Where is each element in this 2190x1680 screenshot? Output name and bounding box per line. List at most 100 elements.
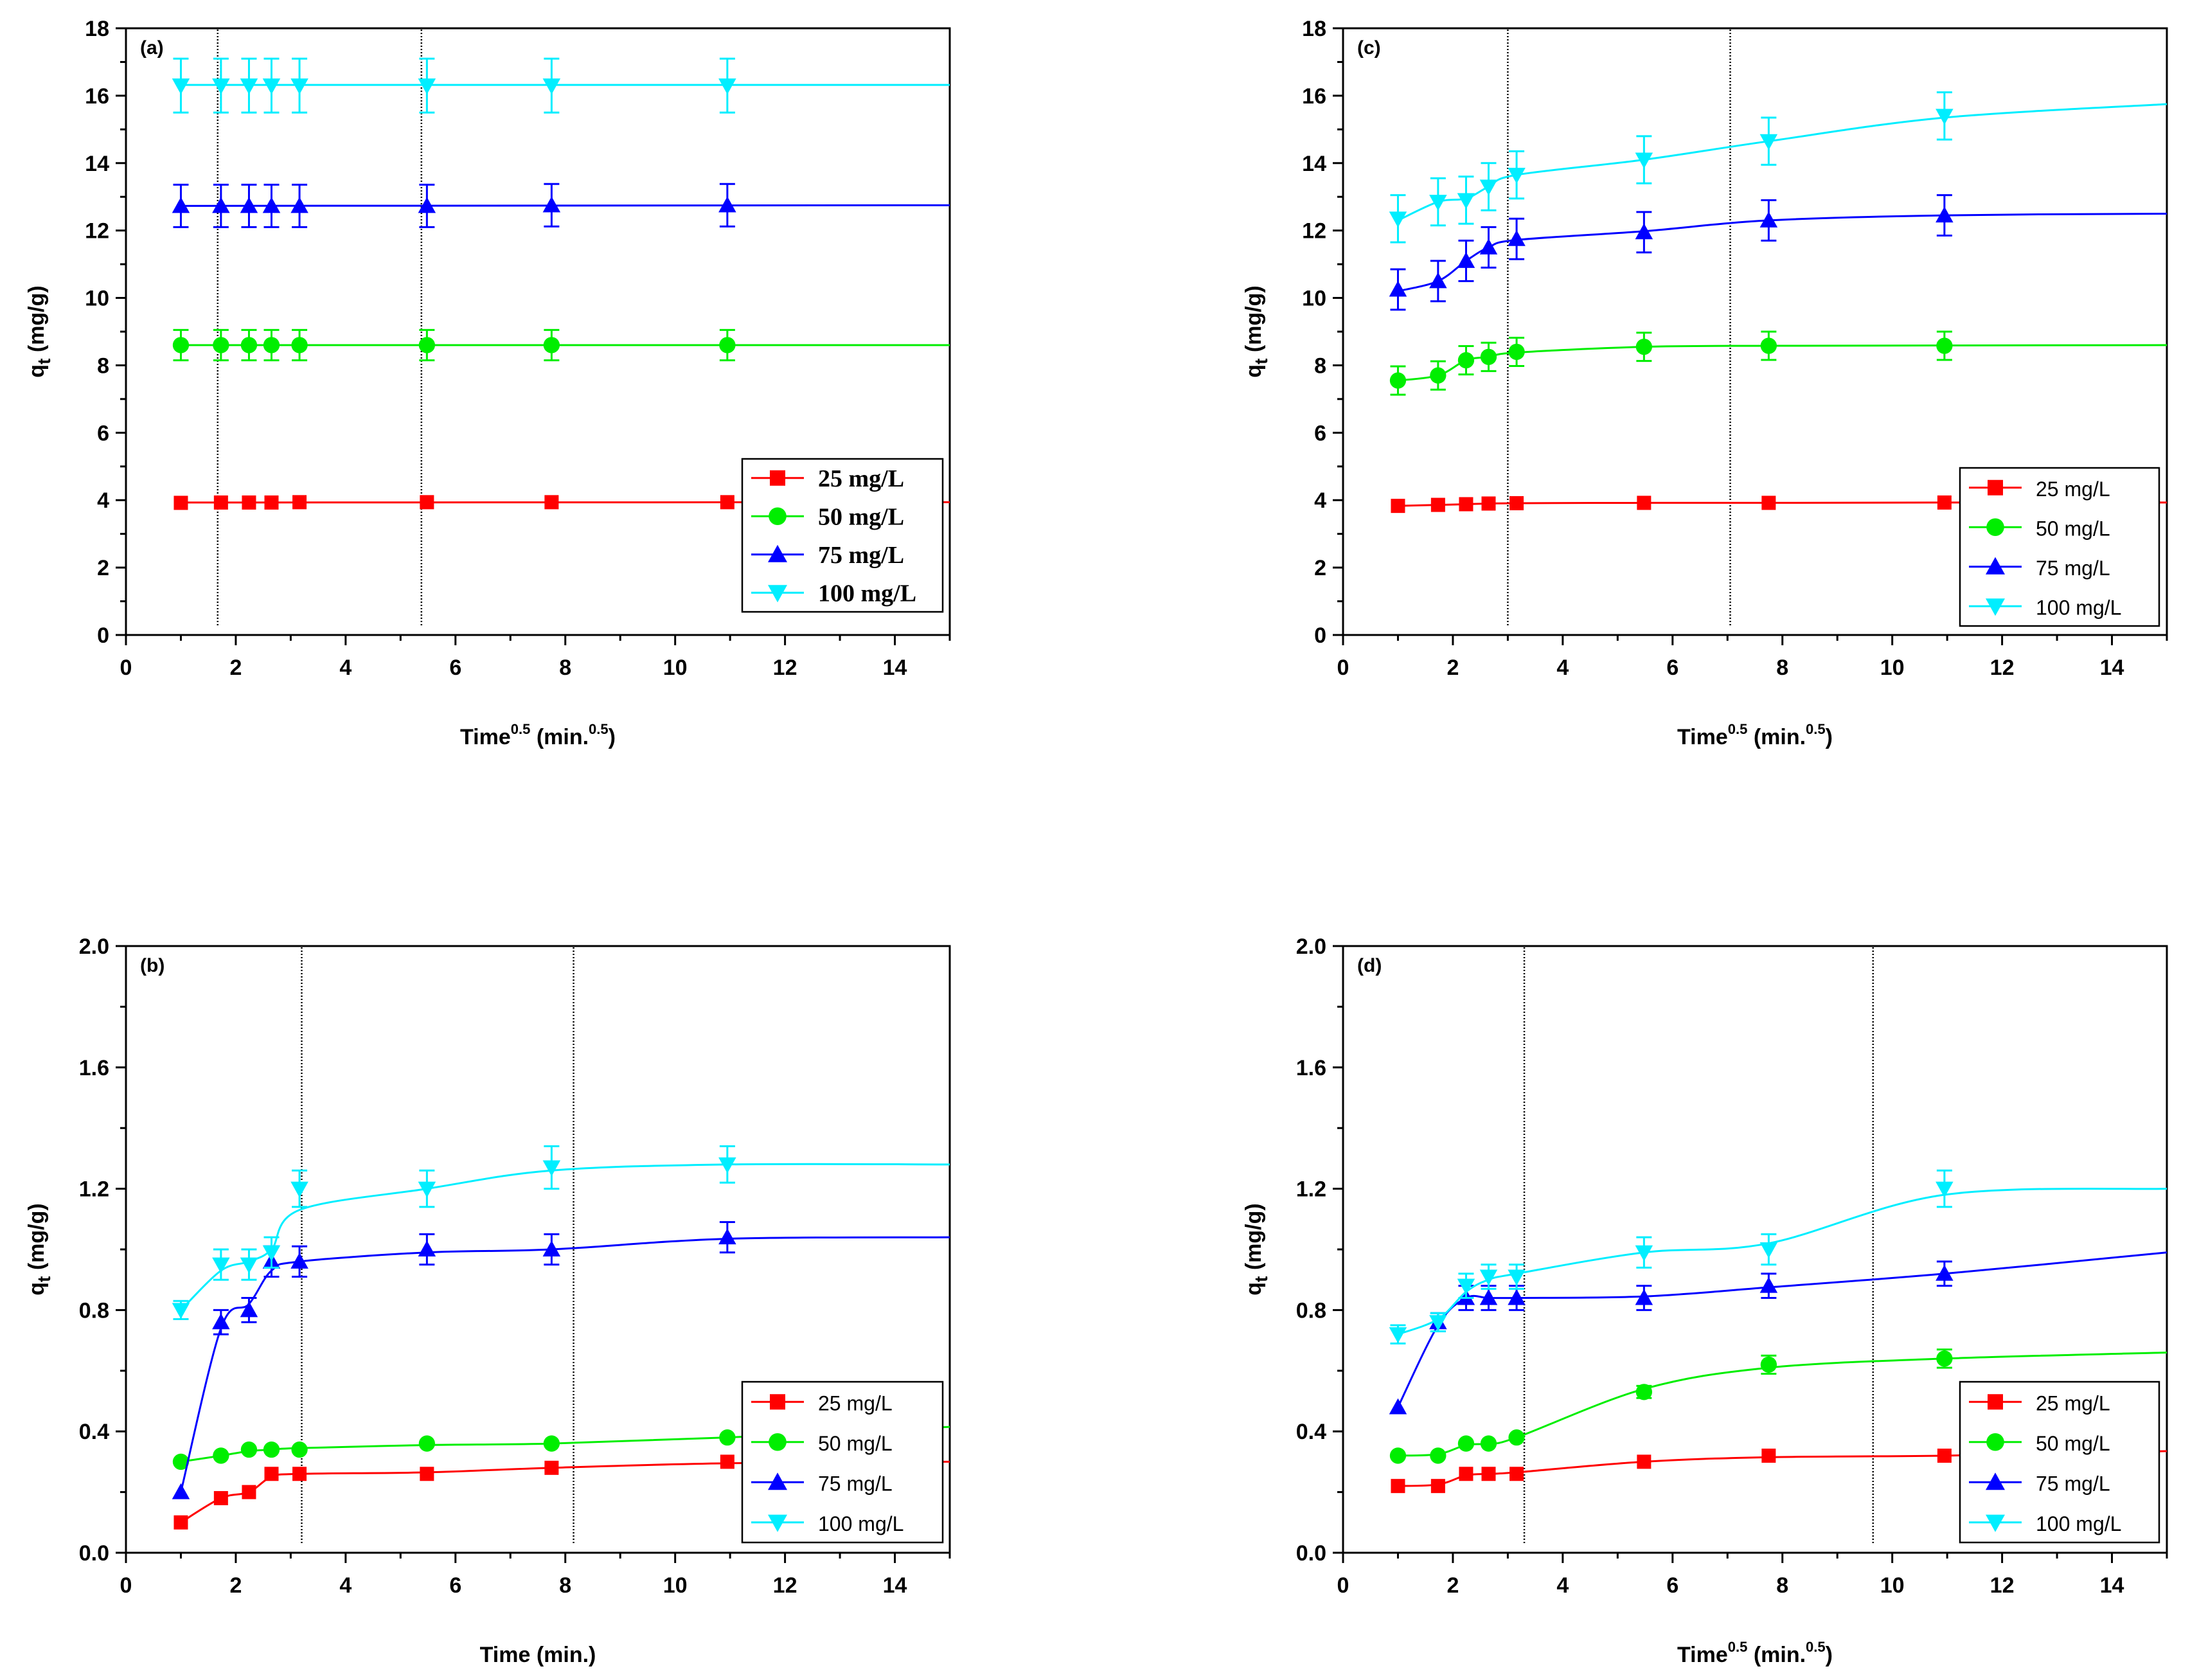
y-tick-label: 0: [1314, 623, 1326, 648]
data-point: [1459, 1467, 1473, 1481]
data-point: [1429, 1315, 1447, 1332]
data-point: [543, 1435, 560, 1452]
legend: 25 mg/L 50 mg/L 75 mg/L 100 mg/L: [741, 458, 944, 613]
series-75-mg-L: [1389, 194, 2168, 311]
data-point: [1389, 1327, 1407, 1343]
y-axis-title: qt (mg/g): [24, 1203, 54, 1295]
x-tick-label: 4: [339, 1573, 352, 1598]
legend-label: 75 mg/L: [2036, 1472, 2110, 1495]
x-tick-label: 8: [559, 656, 571, 680]
data-point: [1457, 193, 1475, 210]
data-point: [1637, 1454, 1651, 1469]
legend: 25 mg/L 50 mg/L 75 mg/L 100 mg/L: [1959, 467, 2160, 627]
panel-label: (d): [1357, 955, 1382, 976]
data-point: [719, 1429, 736, 1446]
x-tick-label: 2: [1447, 656, 1459, 680]
data-point: [1389, 1447, 1407, 1464]
series-100-mg-L: [1389, 91, 2168, 244]
y-tick-label: 14: [1302, 152, 1326, 176]
data-point: [172, 1483, 190, 1499]
y-tick-label: 1.2: [1296, 1177, 1326, 1202]
y-tick-label: 0.4: [79, 1420, 109, 1444]
series-100-mg-L: [172, 57, 950, 114]
y-tick-label: 12: [85, 219, 109, 244]
series-25-mg-L: [174, 1454, 950, 1530]
data-point: [1635, 152, 1653, 169]
data-point: [1936, 1181, 1954, 1198]
legend-marker: [768, 585, 787, 603]
data-point: [240, 1257, 258, 1274]
data-point: [418, 337, 436, 353]
data-point: [1936, 337, 1953, 354]
data-point: [1937, 1448, 1952, 1463]
legend-label: 75 mg/L: [2036, 557, 2110, 580]
legend-label: 75 mg/L: [818, 1472, 893, 1495]
data-point: [1759, 1242, 1778, 1258]
data-point: [174, 496, 188, 510]
data-point: [1761, 1448, 1776, 1463]
data-point: [172, 1303, 190, 1319]
series-50-mg-L: [172, 328, 950, 362]
y-axis-title: qt (mg/g): [24, 285, 54, 377]
fit-curve: [1398, 212, 2168, 292]
y-tick-label: 0.4: [1296, 1420, 1326, 1444]
y-tick-label: 2.0: [79, 934, 109, 959]
data-point: [1760, 337, 1777, 354]
y-tick-label: 0.8: [1296, 1298, 1326, 1323]
data-point: [1761, 496, 1776, 510]
series-100-mg-L: [172, 1145, 950, 1321]
legend-marker: [1986, 1514, 2005, 1532]
data-point: [1508, 168, 1526, 184]
panel-label: (a): [140, 37, 164, 58]
data-point: [213, 337, 229, 353]
data-point: [1430, 1447, 1447, 1464]
data-point: [1635, 1289, 1653, 1305]
data-point: [1430, 367, 1447, 384]
data-point: [544, 495, 559, 510]
data-point: [1479, 1289, 1498, 1305]
data-point: [1508, 230, 1526, 246]
data-point: [1429, 272, 1447, 289]
data-point: [1635, 223, 1653, 240]
data-point: [263, 337, 280, 353]
data-point: [292, 1467, 307, 1481]
x-tick-label: 0: [1337, 656, 1349, 680]
data-point: [1429, 195, 1447, 211]
data-point: [542, 1240, 561, 1256]
data-point: [291, 1441, 308, 1458]
legend-label: 100 mg/L: [818, 580, 916, 607]
data-point: [1635, 1384, 1653, 1400]
data-point: [1509, 1467, 1524, 1481]
y-tick-label: 6: [1314, 421, 1326, 445]
x-tick-label: 14: [2100, 656, 2124, 680]
data-point: [1936, 109, 1954, 125]
x-tick-label: 12: [773, 656, 797, 680]
data-point: [1457, 1435, 1475, 1452]
series-100-mg-L: [1389, 1169, 2168, 1345]
y-tick-label: 14: [85, 152, 109, 176]
legend-marker: [1986, 1433, 2004, 1451]
legend: 25 mg/L 50 mg/L 75 mg/L 100 mg/L: [741, 1381, 944, 1544]
data-point: [174, 1515, 188, 1530]
y-tick-label: 0.0: [1296, 1541, 1326, 1566]
data-point: [418, 197, 436, 213]
y-tick-label: 18: [1302, 17, 1326, 41]
x-tick-label: 4: [1556, 656, 1569, 680]
series-50-mg-L: [1389, 330, 2168, 396]
y-tick-label: 16: [1302, 84, 1326, 109]
data-point: [420, 495, 434, 510]
data-point: [292, 495, 307, 510]
y-tick-label: 4: [1314, 488, 1326, 513]
y-tick-label: 12: [1302, 219, 1326, 244]
chart-panel-c: 0 2 4 6 8 10 12 14 0 2 4 6 8 10 12 14 16 18 (c) Time0.5 (mi…: [1242, 17, 2168, 749]
data-point: [1508, 343, 1525, 361]
x-tick-label: 0: [120, 1573, 132, 1598]
x-tick-label: 12: [1990, 1573, 2015, 1598]
data-point: [213, 1491, 228, 1506]
y-tick-label: 0.0: [79, 1541, 109, 1566]
data-point: [718, 1157, 736, 1174]
data-point: [542, 196, 561, 213]
data-point: [1457, 352, 1475, 369]
data-point: [172, 197, 190, 213]
